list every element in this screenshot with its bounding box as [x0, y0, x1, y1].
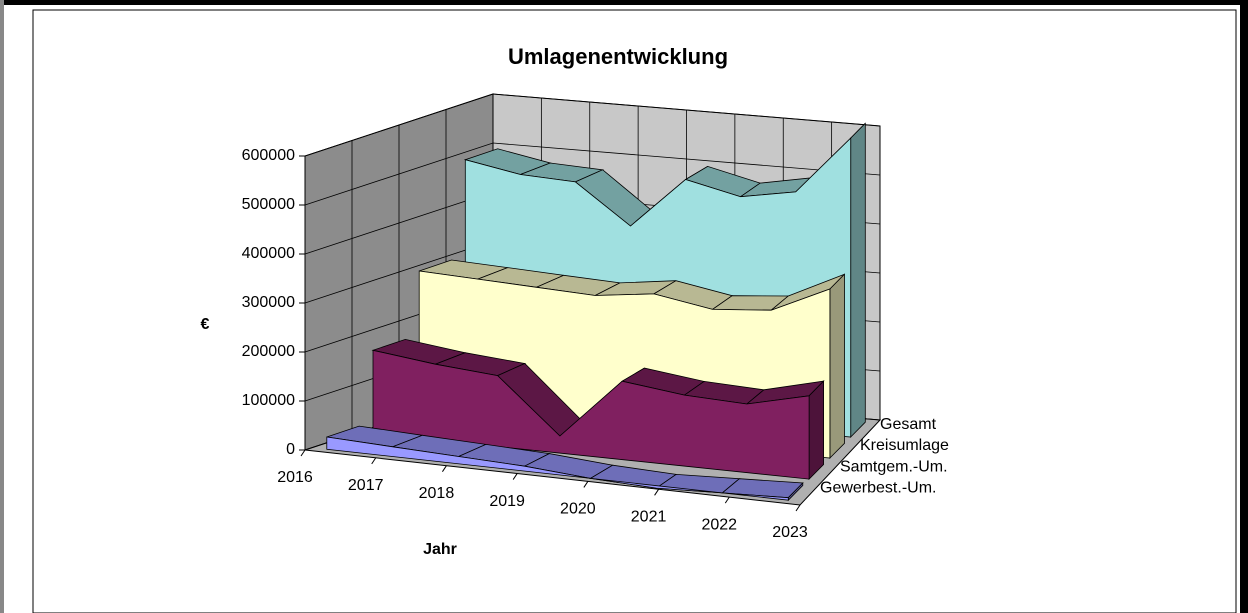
x-tick-label: 2021 [631, 509, 667, 526]
area-end [829, 273, 845, 459]
frame-top [0, 0, 1248, 5]
y-tick-label: 0 [286, 441, 295, 458]
y-axis-title: € [201, 316, 210, 333]
x-tick-label: 2020 [560, 501, 596, 518]
area-front [326, 436, 789, 501]
x-tick-label: 2018 [419, 485, 455, 502]
area-end [850, 122, 866, 438]
y-tick-label: 300000 [242, 294, 295, 311]
x-tick [795, 504, 801, 512]
frame-left [0, 0, 4, 613]
x-tick [654, 489, 659, 496]
legend-label: Samtgem.-Um. [840, 458, 948, 475]
legend-label: Kreisumlage [860, 437, 949, 454]
x-tick-label: 2017 [348, 477, 384, 494]
x-tick-label: 2016 [277, 469, 313, 486]
x-tick [724, 496, 730, 504]
x-tick-label: 2019 [489, 493, 525, 510]
x-tick [371, 457, 377, 465]
chart-title: Umlagenentwicklung [508, 44, 728, 69]
x-axis-title: Jahr [423, 541, 457, 558]
y-tick-label: 200000 [242, 343, 295, 360]
plot: 0 100000 200000 300000 400000 500000 600000 201… [242, 93, 949, 541]
y-tick-label: 500000 [242, 196, 295, 213]
grid-line [304, 93, 881, 157]
y-tick-label: 100000 [242, 392, 295, 409]
x-tick [300, 449, 306, 457]
area-end [808, 380, 824, 481]
legend-label: Gesamt [880, 416, 937, 433]
x-tick [583, 481, 589, 488]
frame-right [1240, 0, 1248, 613]
chart-border [32, 9, 1237, 613]
y-tick-label: 400000 [242, 245, 295, 262]
area-front [372, 349, 810, 480]
x-tick [442, 465, 447, 472]
x-tick-label: 2022 [701, 516, 737, 533]
x-tick [512, 473, 518, 480]
legend-label: Gewerbest.-Um. [820, 480, 936, 497]
x-tick-label: 2023 [772, 524, 808, 541]
y-tick-label: 600000 [242, 147, 295, 164]
grid-line [304, 142, 881, 206]
